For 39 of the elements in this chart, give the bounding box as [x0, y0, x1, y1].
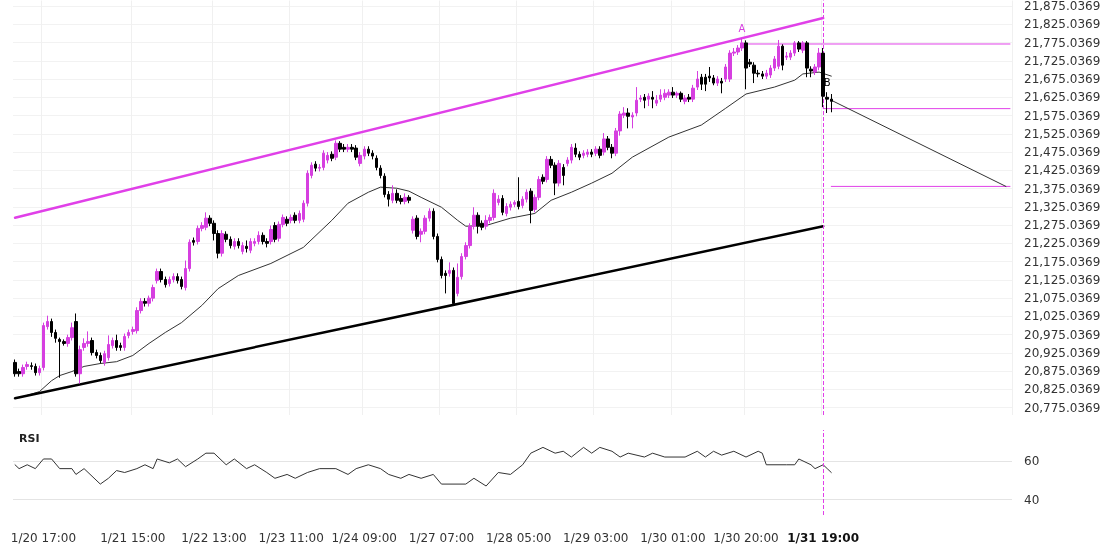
x-tick-label: 1/22 13:00: [181, 531, 247, 545]
y-tick-label: 21,725.0369: [1024, 53, 1101, 68]
y-tick-label: 20,825.0369: [1024, 382, 1101, 397]
y-tick-label: 21,475.0369: [1024, 145, 1101, 160]
annotation: B: [823, 77, 831, 89]
chart-title: RSI: [19, 432, 40, 445]
y-tick-label: 21,025.0369: [1024, 309, 1101, 324]
x-tick-label: 1/21 15:00: [100, 531, 166, 545]
y-tick-label: 21,325.0369: [1024, 199, 1101, 214]
annotation: A: [738, 23, 746, 35]
x-tick-label: 1/24 09:00: [331, 531, 397, 545]
y-tick-label: 21,175.0369: [1024, 254, 1101, 269]
y-tick-label: 20,775.0369: [1024, 400, 1101, 415]
x-tick-label: 1/27 07:00: [408, 531, 475, 545]
y-tick-label: 20,925.0369: [1024, 345, 1101, 360]
y-tick-label: 20,975.0369: [1024, 327, 1101, 342]
y-tick-label: 21,775.0369: [1024, 35, 1101, 50]
x-tick-label: 1/31 19:00: [787, 531, 860, 545]
y-tick-label: 40: [1024, 492, 1040, 507]
y-tick-label: 21,425.0369: [1024, 163, 1101, 178]
y-tick-label: 21,375.0369: [1024, 181, 1101, 196]
x-tick-label: 1/29 03:00: [563, 531, 629, 545]
y-tick-label: 21,225.0369: [1024, 236, 1101, 251]
x-tick-label: 1/23 11:00: [258, 531, 324, 545]
y-tick-label: 21,575.0369: [1024, 108, 1101, 123]
y-tick-label: 21,075.0369: [1024, 291, 1101, 306]
y-tick-label: 60: [1024, 453, 1040, 468]
y-tick-label: 21,875.0369: [1024, 0, 1101, 13]
y-tick-label: 21,275.0369: [1024, 218, 1101, 233]
x-tick-label: 1/30 20:00: [713, 531, 779, 545]
y-tick-label: 20,875.0369: [1024, 364, 1101, 379]
x-tick-label: 1/20 17:00: [10, 531, 77, 545]
y-tick-label: 21,675.0369: [1024, 72, 1101, 87]
y-tick-label: 21,125.0369: [1024, 272, 1101, 287]
x-tick-label: 1/28 05:00: [485, 531, 552, 545]
y-tick-label: 21,525.0369: [1024, 126, 1101, 141]
x-tick-label: 1/30 01:00: [640, 531, 706, 545]
y-tick-label: 21,625.0369: [1024, 90, 1101, 105]
y-tick-label: 21,825.0369: [1024, 17, 1101, 32]
